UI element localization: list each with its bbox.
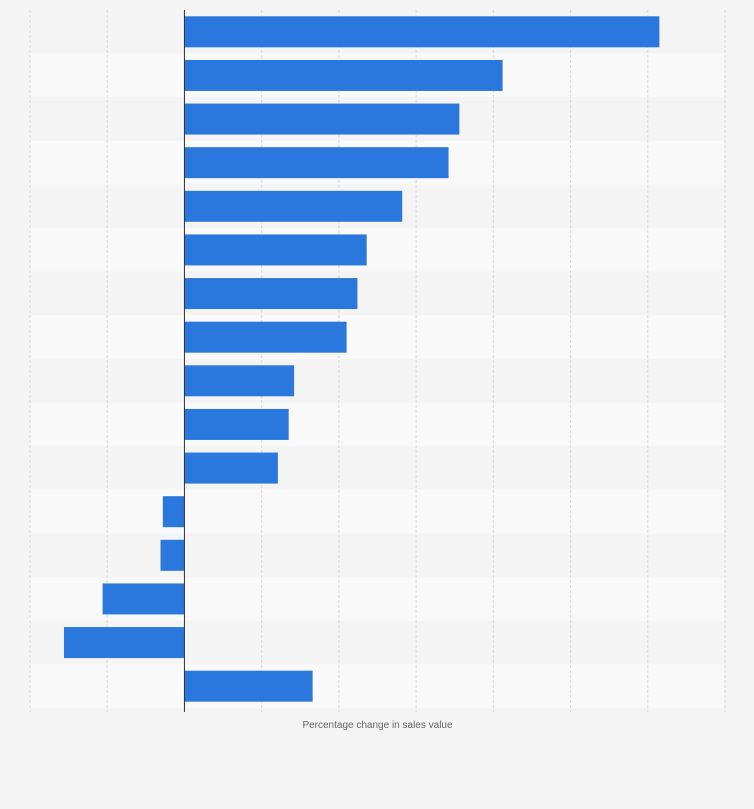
bar[interactable] — [63, 627, 185, 659]
bar[interactable] — [184, 365, 295, 397]
row-band — [30, 664, 725, 708]
bar[interactable] — [184, 321, 347, 353]
row-band — [30, 228, 725, 272]
bar[interactable] — [184, 670, 313, 702]
bar[interactable] — [184, 234, 367, 266]
bar[interactable] — [184, 103, 460, 135]
bar[interactable] — [184, 278, 358, 310]
bar[interactable] — [184, 59, 503, 91]
bar[interactable] — [184, 452, 278, 484]
row-band — [30, 446, 725, 490]
row-band — [30, 315, 725, 359]
x-axis-label: Percentage change in sales value — [302, 720, 453, 731]
row-band — [30, 402, 725, 447]
bar[interactable] — [184, 190, 403, 222]
bar[interactable] — [184, 408, 289, 440]
row-band — [30, 271, 725, 316]
bar[interactable] — [162, 496, 185, 528]
row-band — [30, 359, 725, 403]
bar[interactable] — [102, 583, 185, 615]
bars-group — [63, 16, 660, 702]
bar[interactable] — [184, 147, 449, 179]
bar[interactable] — [184, 16, 660, 48]
bar[interactable] — [160, 539, 185, 571]
row-band — [30, 533, 725, 578]
row-band — [30, 489, 725, 534]
